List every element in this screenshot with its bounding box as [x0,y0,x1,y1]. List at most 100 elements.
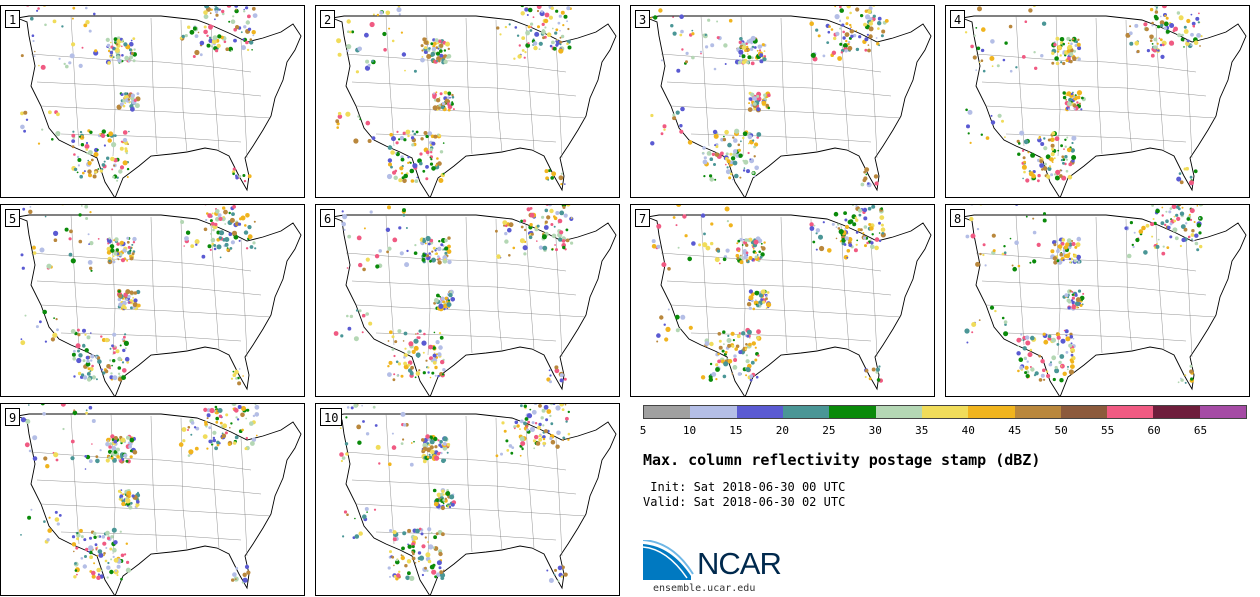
echo-cell [109,50,114,55]
echo-cell [748,48,751,51]
echo-cell [111,344,114,348]
echo-cell [71,535,76,539]
echo-cell [1024,371,1028,375]
echo-cell [1074,245,1078,249]
member-number-label: 2 [320,10,336,28]
echo-cell [563,377,567,381]
echo-cell [979,252,982,256]
echo-cell [42,309,47,315]
echo-cell [121,60,124,63]
echo-cell [187,429,189,431]
echo-cell [741,45,747,50]
colorbar-tick-label: 30 [868,424,882,437]
echo-cell [93,562,96,565]
echo-cell [844,218,848,222]
echo-cell [878,239,882,243]
echo-cell [567,45,572,50]
echo-cell [446,489,449,492]
echo-cell [1047,334,1052,339]
echo-cell [239,217,242,221]
echo-cell [844,227,847,230]
echo-cell [725,248,730,253]
echo-cell [117,293,123,299]
echo-cell [438,551,443,557]
echo-cell [1173,215,1176,218]
echo-cell [402,340,405,342]
echo-cell [447,259,452,265]
echo-cell [866,33,869,36]
echo-cell [441,373,445,376]
echo-cell [1166,246,1170,249]
echo-cell [1047,138,1051,142]
echo-cell [215,209,220,214]
echo-cell [1052,377,1056,382]
echo-cell [437,260,442,265]
echo-cell [1151,21,1154,25]
echo-cell [214,405,218,409]
echo-cell [982,243,986,247]
echo-cell [58,514,62,517]
echo-cell [20,534,22,536]
echo-cell [415,130,419,134]
echo-cell [116,242,120,246]
echo-cell [559,373,564,378]
echo-cell [1135,237,1140,243]
echo-cell [337,52,342,57]
echo-cell [881,29,886,34]
echo-cell [1040,142,1045,146]
state-boundary [870,238,878,358]
echo-cell [52,19,57,24]
echo-cell [1198,217,1201,220]
state-boundary [60,531,242,541]
echo-cell [346,267,349,269]
echo-cell [226,247,229,249]
echo-cell [549,374,552,377]
echo-cell [718,345,723,350]
echo-cell [113,239,115,242]
echo-cell [91,443,93,445]
echo-cell [385,227,391,232]
echo-cell [514,420,519,425]
echo-cell [1065,169,1069,173]
echo-cell [115,349,120,354]
echo-cell [679,124,683,128]
echo-cell [551,40,555,45]
echo-cell [422,237,426,241]
echo-cell [1050,143,1055,148]
echo-cell [1040,359,1045,364]
echo-cell [395,141,399,145]
echo-cell [977,6,982,12]
echo-cell [562,245,566,250]
echo-cell [1176,176,1182,182]
echo-cell [393,564,395,567]
echo-cell [874,237,880,242]
echo-cell [428,544,434,550]
echo-cell [724,206,730,212]
echo-cell [365,257,370,262]
echo-cell [826,41,830,44]
echo-cell [533,447,536,450]
echo-cell [56,328,59,332]
echo-cell [24,314,27,317]
echo-cell [56,112,60,117]
echo-cell [432,488,437,493]
echo-cell [422,351,425,354]
echo-cell [441,101,445,106]
echo-cell [428,453,431,456]
echo-cell [679,14,684,19]
echo-cell [124,147,128,151]
echo-cell [111,364,113,367]
echo-cell [436,157,439,160]
echo-cell [101,569,104,572]
echo-cell [526,207,531,212]
echo-cell [1190,44,1193,47]
echo-cell [431,141,436,146]
state-boundary [351,479,577,495]
echo-cell [212,436,216,440]
echo-cell [1043,378,1046,381]
state-boundary [525,224,535,350]
echo-cell [519,436,525,442]
echo-cell [1136,49,1140,54]
member-number-label: 9 [5,408,21,426]
echo-cell [403,361,407,366]
